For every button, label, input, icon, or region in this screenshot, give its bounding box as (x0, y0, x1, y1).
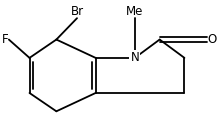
Text: Br: Br (70, 5, 84, 18)
Text: O: O (207, 33, 216, 46)
Text: Me: Me (126, 5, 144, 18)
Text: F: F (2, 33, 9, 46)
Text: N: N (130, 51, 139, 64)
